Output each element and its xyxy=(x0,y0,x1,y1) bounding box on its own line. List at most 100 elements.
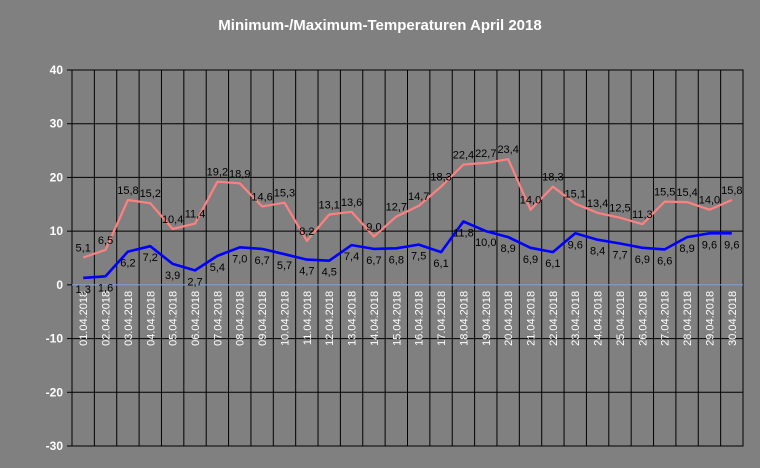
y-tick-label: 40 xyxy=(50,63,64,77)
data-label-min: 8,9 xyxy=(679,243,694,255)
x-tick-label: 15.04.2018 xyxy=(391,291,403,346)
data-label-max: 5,1 xyxy=(76,242,91,254)
data-label-min: 3,9 xyxy=(165,270,180,282)
data-label-max: 14,7 xyxy=(408,191,429,203)
x-tick-label: 06.04.2018 xyxy=(190,291,202,346)
data-label-max: 13,4 xyxy=(587,198,608,210)
y-tick-label: 0 xyxy=(56,278,63,292)
data-label-min: 6,7 xyxy=(254,255,269,267)
data-label-max: 15,8 xyxy=(117,185,138,197)
data-label-max: 10,4 xyxy=(162,214,183,226)
data-label-min: 5,7 xyxy=(277,260,292,272)
x-tick-label: 19.04.2018 xyxy=(481,291,493,346)
data-label-max: 15,8 xyxy=(721,185,742,197)
x-tick-label: 08.04.2018 xyxy=(235,291,247,346)
data-label-max: 19,2 xyxy=(207,167,228,179)
data-label-min: 6,1 xyxy=(545,258,560,270)
x-tick-label: 18.04.2018 xyxy=(458,291,470,346)
x-tick-label: 21.04.2018 xyxy=(526,291,538,346)
data-label-max: 12,7 xyxy=(386,202,407,214)
data-label-min: 5,4 xyxy=(210,262,225,274)
data-label-min: 10,0 xyxy=(475,237,496,249)
data-label-max: 22,7 xyxy=(475,148,496,160)
data-label-max: 18,9 xyxy=(229,168,250,180)
data-label-max: 11,4 xyxy=(185,209,206,221)
data-label-min: 6,8 xyxy=(389,254,404,266)
data-label-min: 6,9 xyxy=(523,254,538,266)
data-label-min: 4,5 xyxy=(322,267,337,279)
data-label-min: 4,7 xyxy=(299,266,314,278)
data-label-min: 7,4 xyxy=(344,251,359,263)
data-label-min: 8,4 xyxy=(590,246,605,258)
data-label-max: 23,4 xyxy=(497,144,518,156)
data-label-max: 15,2 xyxy=(140,188,161,200)
data-label-min: 7,2 xyxy=(143,252,158,264)
x-tick-label: 09.04.2018 xyxy=(257,291,269,346)
data-label-min: 6,2 xyxy=(120,258,135,270)
data-label-max: 15,3 xyxy=(274,188,295,200)
data-label-min: 6,7 xyxy=(366,255,381,267)
data-label-max: 15,5 xyxy=(654,187,675,199)
data-label-max: 9,0 xyxy=(366,222,381,234)
x-tick-label: 11.04.2018 xyxy=(302,291,314,345)
data-label-max: 14,6 xyxy=(251,191,272,203)
chart-title: Minimum-/Maximum-Temperaturen April 2018 xyxy=(218,17,541,34)
x-tick-label: 02.04.2018 xyxy=(101,291,113,346)
x-tick-label: 20.04.2018 xyxy=(503,291,515,346)
data-label-min: 9,6 xyxy=(724,239,739,251)
data-label-min: 11,8 xyxy=(453,227,474,239)
x-tick-label: 05.04.2018 xyxy=(168,291,180,346)
plot-area: -30 -20 -10 0 10 20 30 40 01.04.2018 02.04.2018 03… xyxy=(46,63,744,453)
data-label-max: 14,0 xyxy=(520,195,541,207)
x-tick-label: 03.04.2018 xyxy=(123,291,135,346)
data-label-min: 6,1 xyxy=(433,258,448,270)
data-label-max: 18,3 xyxy=(542,172,563,184)
series-line-min xyxy=(83,220,732,280)
x-tick-label: 16.04.2018 xyxy=(414,291,426,346)
x-tick-label: 01.04.2018 xyxy=(78,291,90,346)
y-tick-label: 20 xyxy=(50,170,64,184)
y-tick-label: -30 xyxy=(46,439,64,453)
data-label-min: 1,6 xyxy=(98,282,113,294)
data-label-min: 6,6 xyxy=(657,255,672,267)
x-tick-label: 12.04.2018 xyxy=(324,291,336,346)
x-tick-label: 28.04.2018 xyxy=(682,291,694,346)
data-label-min: 9,6 xyxy=(702,239,717,251)
data-label-max: 18,3 xyxy=(430,172,451,184)
y-tick-label: -10 xyxy=(46,332,64,346)
data-label-min: 1,3 xyxy=(76,284,91,296)
x-tick-label: 14.04.2018 xyxy=(369,291,381,346)
data-label-min: 2,7 xyxy=(187,276,202,288)
data-label-max: 12,5 xyxy=(609,203,630,215)
x-tick-label: 24.04.2018 xyxy=(593,291,605,346)
data-label-min: 6,9 xyxy=(635,254,650,266)
data-label-max: 8,2 xyxy=(299,226,314,238)
data-label-max: 15,1 xyxy=(565,189,586,201)
data-label-max: 13,1 xyxy=(319,199,340,211)
data-label-max: 13,6 xyxy=(341,197,362,209)
x-tick-label: 04.04.2018 xyxy=(145,291,157,346)
x-tick-label: 17.04.2018 xyxy=(436,291,448,346)
x-tick-label: 10.04.2018 xyxy=(279,291,291,346)
x-tick-label: 26.04.2018 xyxy=(637,291,649,346)
data-label-min: 7,7 xyxy=(612,249,627,261)
data-label-max: 6,5 xyxy=(98,235,113,247)
y-tick-label: 10 xyxy=(50,224,64,238)
data-label-max: 15,4 xyxy=(676,187,697,199)
x-tick-label: 07.04.2018 xyxy=(212,291,224,346)
data-label-max: 14,0 xyxy=(699,195,720,207)
data-label-min: 7,0 xyxy=(232,253,247,265)
data-label-min: 7,5 xyxy=(411,251,426,263)
x-tick-label: 23.04.2018 xyxy=(570,291,582,346)
data-label-min: 9,6 xyxy=(568,239,583,251)
x-tick-label: 22.04.2018 xyxy=(548,291,560,346)
series-line-max xyxy=(82,158,733,259)
x-tick-label: 13.04.2018 xyxy=(347,291,359,346)
y-tick-label: 30 xyxy=(50,117,64,131)
data-label-max: 22,4 xyxy=(453,150,474,162)
data-label-min: 8,9 xyxy=(501,243,516,255)
x-tick-label: 29.04.2018 xyxy=(704,291,716,346)
data-label-max: 11,3 xyxy=(632,209,653,221)
